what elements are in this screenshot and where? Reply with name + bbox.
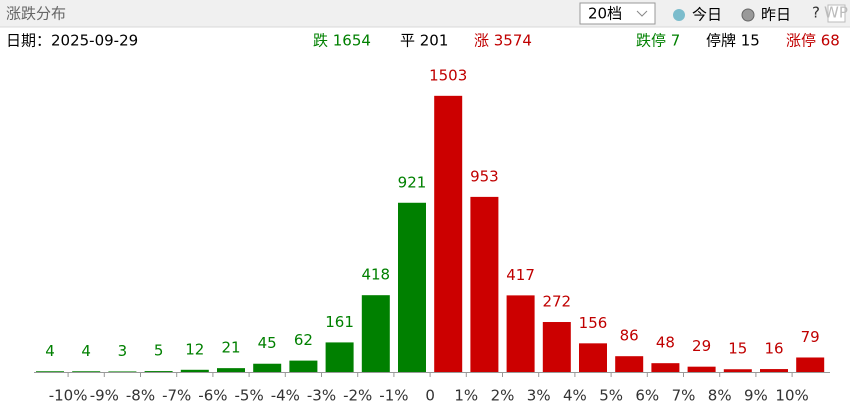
value-label: 921 [398, 173, 427, 191]
radio-yesterday[interactable] [741, 8, 755, 22]
x-tick-label: -8% [126, 387, 155, 405]
radio-label: 今日 [692, 6, 722, 24]
x-tick-label: -4% [271, 387, 300, 405]
bar [398, 202, 426, 372]
x-tick-label: -7% [162, 387, 191, 405]
x-tick-label: -9% [90, 387, 119, 405]
bar [687, 366, 716, 372]
x-tick-label: 0 [425, 387, 435, 405]
x-tick-label: 8% [708, 387, 732, 405]
x-tick-label: 1% [454, 387, 478, 405]
value-label: 272 [542, 293, 571, 311]
stat: 停牌 15 [706, 32, 760, 50]
select-value: 20档 [588, 5, 622, 23]
value-label: 29 [692, 337, 711, 355]
value-label: 16 [764, 340, 783, 358]
value-label: 1503 [429, 66, 467, 84]
value-label: 45 [258, 334, 277, 352]
value-label: 161 [325, 313, 354, 331]
x-tick-label: 3% [527, 387, 551, 405]
radio-label: 昨日 [761, 6, 791, 24]
bar [796, 357, 825, 372]
value-label: 3 [118, 342, 128, 360]
help[interactable]: ? [812, 4, 820, 22]
bar [506, 295, 535, 372]
bar [289, 360, 318, 372]
bar [579, 343, 607, 372]
value-label: 417 [506, 266, 535, 284]
x-tick-label: -3% [307, 387, 336, 405]
title-bar [0, 0, 850, 27]
x-tick-label: 10% [775, 387, 808, 405]
x-tick-label: -1% [379, 387, 408, 405]
date: 日期：2025-09-29 [6, 32, 138, 50]
bar [470, 196, 499, 372]
select-arrow [636, 10, 648, 17]
bar [36, 371, 64, 372]
x-tick-label: 5% [599, 387, 623, 405]
stat: 跌 1654 [313, 32, 371, 50]
x-tick-label: 9% [744, 387, 768, 405]
stat: 平 201 [400, 32, 448, 50]
bar [325, 342, 354, 372]
value-label: 156 [579, 314, 608, 332]
stat: 涨 3574 [474, 32, 532, 50]
value-label: 15 [728, 340, 747, 358]
icon: WP [824, 4, 848, 22]
panel-title: 涨跌分布 [6, 5, 66, 23]
bar [217, 368, 245, 372]
select-box[interactable] [579, 2, 656, 25]
x-tick-label: -2% [343, 387, 372, 405]
stat: 涨停 68 [786, 32, 840, 50]
x-tick-label: 2% [491, 387, 515, 405]
stat: 跌停 7 [636, 32, 680, 50]
icon-box[interactable] [827, 4, 846, 23]
value-label: 5 [154, 342, 164, 360]
x-tick-label: -5% [234, 387, 263, 405]
radio-today[interactable] [673, 9, 685, 21]
x-tick-label: -10% [49, 387, 88, 405]
x-tick-label: 6% [635, 387, 659, 405]
bar [72, 371, 101, 372]
bar [615, 356, 644, 372]
bar [361, 295, 390, 372]
bar [144, 371, 173, 372]
bar [651, 363, 680, 372]
value-label: 62 [294, 331, 313, 349]
bar [253, 363, 282, 372]
x-tick-label: 7% [672, 387, 696, 405]
bar [180, 369, 209, 372]
value-label: 21 [221, 339, 240, 357]
bar [723, 369, 752, 372]
bar [760, 369, 788, 372]
value-label: 48 [656, 334, 675, 352]
bar [108, 371, 137, 372]
bar [434, 95, 463, 372]
x-tick-label: -6% [198, 387, 227, 405]
value-label: 4 [45, 342, 55, 360]
value-label: 953 [470, 167, 499, 185]
value-label: 79 [801, 328, 820, 346]
value-label: 4 [81, 342, 91, 360]
value-label: 12 [185, 340, 204, 358]
x-tick-label: 4% [563, 387, 587, 405]
value-label: 418 [361, 266, 390, 284]
bar [542, 322, 571, 372]
value-label: 86 [620, 327, 639, 345]
